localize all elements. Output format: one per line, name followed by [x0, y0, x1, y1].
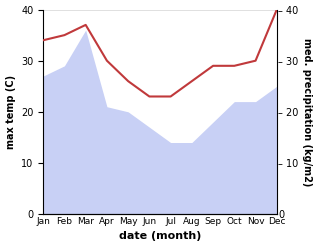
X-axis label: date (month): date (month): [119, 231, 201, 242]
Y-axis label: max temp (C): max temp (C): [5, 75, 16, 149]
Y-axis label: med. precipitation (kg/m2): med. precipitation (kg/m2): [302, 38, 313, 186]
